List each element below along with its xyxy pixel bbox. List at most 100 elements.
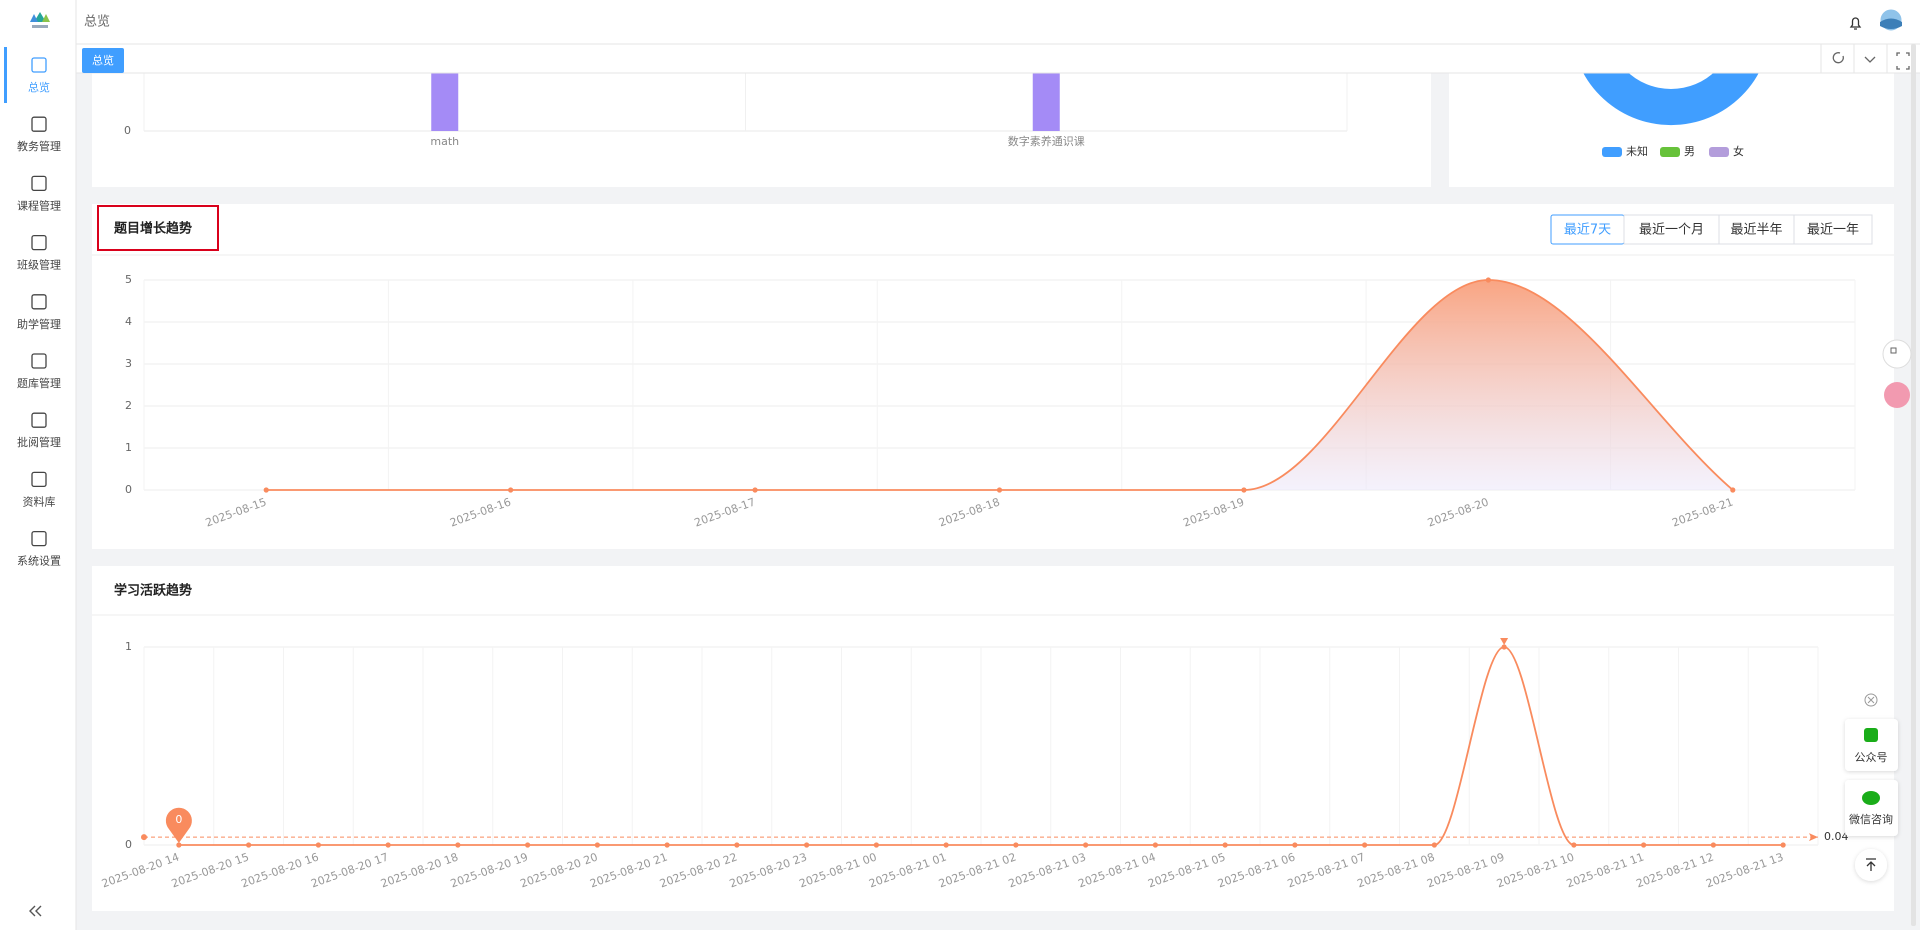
tab-tools [1820,44,1888,73]
nav-icon [31,412,47,428]
nav-icon [31,116,47,132]
breadcrumb: 总览 [84,14,110,30]
nav-item[interactable]: 助学管理 [17,317,61,331]
close-button[interactable] [1864,693,1878,707]
nav-icon [31,530,47,547]
range-button-label[interactable]: 最近一年 [1807,223,1859,238]
legend-label[interactable]: 男 [1684,145,1695,158]
official-account-card[interactable] [1845,719,1898,771]
float-tool[interactable] [1882,339,1912,369]
x-tick-label: 数字素养通识课 [1008,134,1085,148]
nav-icon [31,57,47,73]
tab[interactable] [82,48,124,73]
legend-swatch [1660,147,1680,157]
nav-item[interactable]: 教务管理 [17,139,61,153]
point [315,842,321,848]
point [734,842,740,848]
nav-item[interactable]: 系统设置 [17,555,61,568]
point [752,487,758,493]
card-title: 题目增长趋势 [114,221,192,237]
logo [30,12,50,28]
float-tool-icon [1890,347,1897,354]
point [1152,842,1158,848]
translate-tool[interactable] [1884,382,1910,408]
y-tick-label: 0 [124,124,131,137]
tabs-bar [76,44,1920,73]
range-button-label[interactable]: 最近一个月 [1639,223,1704,238]
y-tick-label: 0 [125,838,132,851]
average-arrow [1809,833,1818,842]
y-tick-label: 0 [125,483,132,496]
avatar-detail [1880,18,1902,29]
collapse-button[interactable] [29,905,42,917]
range-button-label[interactable]: 最近7天 [1564,223,1611,238]
highlight-box [97,205,219,251]
scrollbar [1911,44,1916,926]
range-button[interactable] [1623,214,1720,245]
point [1431,842,1437,848]
card-title: 学习活跃趋势 [114,583,192,599]
y-tick-label: 4 [125,315,132,328]
legend-label[interactable]: 女 [1733,144,1744,158]
y-tick-label: 1 [125,441,132,454]
average-label: 0.04 [1824,830,1849,843]
point [508,487,514,493]
point [996,487,1003,493]
close-icon [1867,696,1875,704]
header [76,0,1920,44]
sidebar [0,0,76,930]
line-area [266,280,1733,490]
point [594,842,600,848]
nav-icon [31,471,47,488]
bell-icon[interactable] [1849,17,1862,30]
tab-label[interactable]: 总览 [92,53,114,67]
nav-item[interactable]: 资料库 [23,494,56,508]
point [1083,842,1089,848]
point [1501,644,1507,650]
nav-item[interactable]: 课程管理 [17,198,61,212]
wechat-icon [1862,791,1880,805]
range-button-label[interactable]: 最近半年 [1730,223,1782,238]
back-to-top-icon [1866,858,1876,871]
point [1222,842,1228,848]
fullscreen-icon[interactable] [1896,52,1910,70]
max-pin [1500,638,1509,645]
refresh-icon[interactable] [1832,52,1844,64]
point [873,842,879,848]
point [385,842,391,848]
point [263,487,269,493]
y-tick-label: 1 [125,640,132,653]
legend-swatch [1602,147,1622,157]
point [455,842,461,848]
y-tick-label: 2 [125,399,132,412]
point [1730,487,1736,493]
point [943,842,949,848]
official-account-label[interactable]: 公众号 [1855,751,1888,764]
x-tick-label: math [430,135,459,148]
min-pin [165,807,192,843]
point [1013,842,1019,848]
wechat-label[interactable]: 微信咨询 [1849,812,1893,826]
point [1292,842,1298,848]
point [1710,842,1716,848]
legend-label[interactable]: 未知 [1626,144,1648,158]
nav-item[interactable]: 题库管理 [17,376,61,390]
wechat-card[interactable] [1845,780,1898,836]
point [1241,487,1247,493]
range-button[interactable] [1793,214,1873,245]
dropdown-icon[interactable] [1864,56,1876,63]
point [1571,842,1577,848]
line [266,279,1734,491]
nav-item[interactable]: 班级管理 [17,258,61,272]
nav-item[interactable]: 总览 [28,80,50,94]
nav-item[interactable]: 批阅管理 [17,435,61,449]
point [1362,842,1368,848]
point [1641,842,1647,848]
nav-icon [31,294,47,310]
point [804,842,810,848]
active-indicator [4,47,7,103]
legend-swatch [1709,147,1729,157]
